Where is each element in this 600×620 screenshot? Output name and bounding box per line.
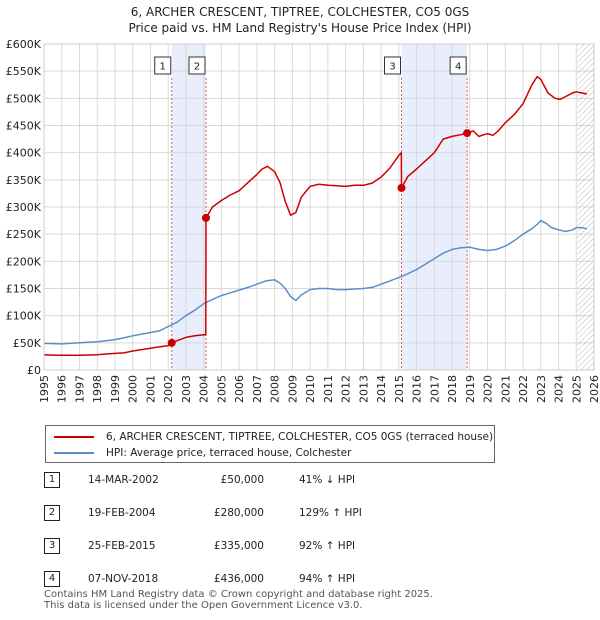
x-tick-label: 2006 [233, 375, 246, 403]
y-tick-label: £50K [13, 337, 42, 350]
sale-marker-labels: 1 2 3 4 [154, 56, 467, 75]
x-tick-label: 1998 [91, 375, 104, 403]
sale-marker-box [188, 56, 206, 75]
sale-price: £280,000 [213, 507, 264, 519]
x-tick-label: 2014 [375, 375, 388, 403]
chart-title-line-2: Price paid vs. HM Land Registry's House … [128, 21, 472, 35]
legend-label-hpi: HPI: Average price, terraced house, Colc… [106, 447, 352, 459]
plot-border [43, 43, 595, 371]
y-tick-label: £500K [6, 92, 42, 105]
x-tick-label: 2020 [482, 375, 495, 403]
x-tick-label: 2009 [286, 375, 299, 403]
chart-title-line-1: 6, ARCHER CRESCENT, TIPTREE, COLCHESTER,… [130, 5, 470, 19]
x-tick-label: 2026 [588, 375, 600, 403]
footer-copyright: Contains HM Land Registry data © Crown c… [44, 589, 433, 600]
projection-hatch [577, 44, 594, 370]
sale-marker-box [154, 56, 172, 75]
y-tick-label: £150K [6, 283, 42, 296]
x-axis: 1995 1996 1997 1998 1999 2000 2001 2002 2003 2004… [38, 375, 600, 403]
sale-row: 1 14-MAR-2002 £50,000 41% ↓ HPI [44, 470, 444, 490]
sale-point [167, 338, 176, 347]
sale-hpi-change: 129% ↑ HPI [299, 507, 362, 519]
x-tick-label: 2021 [499, 375, 512, 403]
legend-swatch-hpi [54, 452, 94, 454]
y-tick-label: £100K [6, 310, 42, 323]
y-tick-label: £300K [6, 201, 42, 214]
sale-marker-box [384, 56, 401, 75]
sale-number-badge: 2 [44, 505, 60, 521]
x-tick-label: 2002 [162, 375, 175, 403]
x-tick-label: 2016 [411, 375, 424, 403]
y-tick-label: £350K [6, 174, 42, 187]
x-tick-label: 2008 [269, 375, 282, 403]
hpi-line [43, 219, 588, 345]
legend-swatch-property [54, 436, 94, 438]
price-chart: 1 2 3 4 £0 £50K £100K £150K £200K £250K £300K £350… [6, 38, 600, 403]
sale-number-badge: 3 [44, 538, 60, 554]
x-tick-label: 2011 [322, 375, 335, 403]
y-tick-label: £450K [6, 120, 42, 133]
sale-marker-box [449, 56, 467, 75]
x-tick-label: 2001 [144, 375, 157, 403]
sale-price: £436,000 [213, 573, 264, 585]
y-tick-label: £550K [6, 65, 42, 78]
x-tick-label: 2007 [251, 375, 264, 403]
x-tick-label: 2023 [535, 375, 548, 403]
sale-marker-label: 4 [455, 62, 461, 73]
sale-price: £50,000 [220, 474, 264, 486]
x-tick-label: 2005 [215, 375, 228, 403]
sale-points [167, 129, 472, 347]
sale-date: 19-FEB-2004 [88, 507, 156, 519]
x-tick-label: 2003 [180, 375, 193, 403]
sale-date: 07-NOV-2018 [88, 573, 159, 585]
x-tick-label: 2024 [553, 375, 566, 403]
sale-date: 14-MAR-2002 [88, 474, 159, 486]
x-tick-label: 2018 [446, 375, 459, 403]
y-tick-label: £200K [6, 255, 42, 268]
x-tick-label: 2019 [464, 375, 477, 403]
x-tick-label: 2025 [570, 375, 583, 403]
x-tick-label: 1997 [73, 375, 86, 403]
legend-item-hpi: HPI: Average price, terraced house, Colc… [54, 445, 351, 461]
y-tick-label: £600K [6, 38, 42, 51]
sale-hpi-change: 92% ↑ HPI [299, 540, 356, 552]
y-tick-label: £0 [27, 364, 41, 377]
legend-label-property: 6, ARCHER CRESCENT, TIPTREE, COLCHESTER,… [106, 431, 494, 443]
x-tick-label: 2022 [517, 375, 530, 403]
x-tick-label: 2004 [198, 375, 211, 403]
x-tick-label: 2012 [340, 375, 353, 403]
sale-marker-label: 2 [194, 62, 200, 73]
sale-point [463, 129, 472, 138]
sale-price: £335,000 [213, 540, 264, 552]
sale-marker-label: 1 [160, 62, 166, 73]
y-tick-label: £400K [6, 147, 42, 160]
x-tick-label: 2015 [393, 375, 406, 403]
projection-area [577, 44, 594, 370]
x-tick-label: 2010 [304, 375, 317, 403]
y-axis: £0 £50K £100K £150K £200K £250K £300K £350K £400… [6, 38, 42, 377]
x-tick-label: 1999 [109, 375, 122, 403]
sale-row: 2 19-FEB-2004 £280,000 129% ↑ HPI [44, 503, 444, 523]
x-tick-label: 1995 [38, 375, 51, 403]
sale-number-badge: 1 [44, 472, 60, 488]
sale-row: 4 07-NOV-2018 £436,000 94% ↑ HPI [44, 569, 444, 589]
sale-number-badge: 4 [44, 571, 60, 587]
x-tick-label: 1996 [56, 375, 69, 403]
sale-date: 25-FEB-2015 [88, 540, 156, 552]
chart-title: 6, ARCHER CRESCENT, TIPTREE, COLCHESTER,… [0, 4, 600, 36]
y-tick-label: £250K [6, 228, 42, 241]
x-tick-label: 2000 [127, 375, 140, 403]
x-tick-label: 2013 [357, 375, 370, 403]
x-tick-label: 2017 [428, 375, 441, 403]
footer: Contains HM Land Registry data © Crown c… [44, 589, 433, 611]
sale-marker-label: 3 [389, 62, 395, 73]
legend-item-property: 6, ARCHER CRESCENT, TIPTREE, COLCHESTER,… [54, 429, 493, 445]
sale-hpi-change: 94% ↑ HPI [299, 573, 356, 585]
footer-licence: This data is licensed under the Open Gov… [44, 600, 363, 611]
sale-point [397, 183, 406, 192]
legend: 6, ARCHER CRESCENT, TIPTREE, COLCHESTER,… [45, 425, 495, 463]
sale-hpi-change: 41% ↓ HPI [299, 474, 356, 486]
sale-row: 3 25-FEB-2015 £335,000 92% ↑ HPI [44, 536, 444, 556]
sale-point [201, 213, 210, 222]
